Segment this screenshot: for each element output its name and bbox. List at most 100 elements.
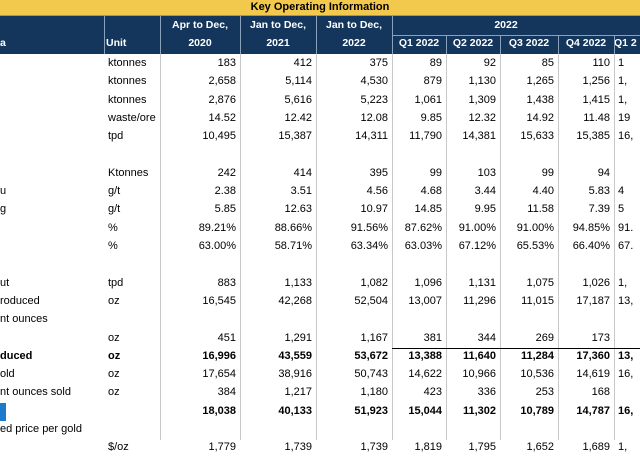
cell-value: 5,616 [284, 93, 312, 106]
cell-value: 99 [541, 166, 554, 179]
cell-value: 63.03% [404, 240, 442, 252]
row-unit: oz [108, 386, 120, 399]
cell-value: 344 [477, 331, 496, 344]
cell-value: 4.40 [532, 185, 554, 198]
row-unit: $/oz [108, 441, 129, 454]
cell-value: 1,819 [414, 441, 442, 454]
cell-value: 412 [293, 57, 312, 69]
cell-value: 2,658 [208, 75, 236, 88]
cell-value: 1,739 [360, 441, 388, 454]
cell-value: 269 [535, 331, 554, 344]
table-title: Key Operating Information [250, 1, 390, 13]
row-unit: Ktonnes [108, 166, 149, 179]
cell-value: 1,217 [284, 386, 312, 399]
cell-value: 87.62% [404, 221, 442, 234]
cell-value: 63.34% [350, 240, 388, 252]
table-row: g g/t 5.85 12.63 10.97 14.85 9.95 11.58 7.39 5 [0, 201, 640, 219]
cell-value: 173 [591, 331, 610, 344]
row-unit: tpd [108, 276, 124, 289]
cell-value: 242 [217, 166, 236, 179]
cell-value: 94.85% [572, 221, 610, 234]
cell-value: 451 [217, 331, 236, 344]
cell-value: 16, [618, 130, 634, 143]
cell-value: 91.56% [350, 221, 388, 234]
cell-value: 1,130 [468, 75, 496, 88]
header-period1-line1: Apr to Dec, [171, 19, 228, 31]
cell-value: 414 [293, 166, 312, 179]
cell-value: 11.58 [527, 203, 554, 216]
cell-value: 11,284 [520, 349, 554, 362]
cell-value: 14.52 [208, 111, 236, 124]
cell-value: 16, [618, 404, 634, 417]
cell-value: 1,309 [468, 93, 496, 106]
cell-value: 1, [618, 276, 628, 289]
cell-value: 15,385 [576, 130, 610, 143]
table-row: ktonnes 2,876 5,616 5,223 1,061 1,309 1,438 1,4… [0, 92, 640, 110]
cell-value: 15,387 [278, 130, 312, 143]
cell-value: 5.83 [588, 185, 610, 198]
cell-value: 65.53% [516, 240, 554, 252]
cell-value: 423 [423, 386, 442, 399]
cell-value: 1,082 [360, 276, 388, 289]
header-period2-line1: Jan to Dec, [249, 19, 307, 31]
cell-value: 12.42 [284, 111, 312, 124]
cell-value: 63.00% [198, 240, 236, 252]
cell-value: 91.00% [516, 221, 554, 234]
cell-value: 42,268 [278, 294, 312, 307]
cell-value: 16,996 [202, 349, 236, 362]
row-unit: g/t [108, 185, 121, 198]
cell-value: 1,739 [284, 441, 312, 454]
cell-value: 53,672 [354, 349, 388, 362]
cell-value: 94 [597, 166, 610, 179]
cell-value: 1,131 [468, 276, 496, 289]
cell-value: 13, [618, 294, 634, 307]
row-label: ed price per gold [0, 423, 82, 435]
cell-value: 14,622 [408, 368, 442, 381]
cell-value: 9.85 [420, 111, 442, 124]
cell-value: 1,795 [468, 441, 496, 454]
row-unit: ktonnes [108, 57, 147, 69]
table-row: ed price per gold [0, 421, 640, 439]
row-label: roduced [0, 294, 40, 307]
cell-value: 5,114 [285, 75, 312, 88]
cell-value: 14,311 [355, 130, 388, 143]
cell-value: 67.12% [458, 240, 496, 252]
cell-value: 1,180 [360, 386, 388, 399]
cell-value: 51,923 [354, 404, 388, 417]
table-row: waste/ore 14.52 12.42 12.08 9.85 12.32 14.92 11… [0, 110, 640, 128]
cell-value: 168 [591, 386, 610, 399]
row-unit: g/t [108, 203, 121, 216]
cell-value: 99 [429, 166, 442, 179]
table-row: duced oz 16,996 43,559 53,672 13,388 11,640 11,… [0, 348, 640, 366]
table-row: 18,038 40,133 51,923 15,044 11,302 10,789 14,7… [0, 402, 640, 421]
row-unit: waste/ore [108, 111, 156, 124]
cell-value: 11,302 [462, 404, 496, 417]
cell-value: 1,291 [284, 331, 312, 344]
cell-value: 4,530 [360, 75, 388, 88]
cell-value: 13,007 [408, 294, 442, 307]
table-row: ktonnes 183 412 375 89 92 85 110 1 [0, 55, 640, 73]
cell-value: 14.92 [526, 111, 554, 124]
table-row: % 89.21% 88.66% 91.56% 87.62% 91.00% 91.00% 94.… [0, 220, 640, 238]
cell-value: 384 [217, 386, 236, 399]
header-metric-label: a [0, 37, 6, 49]
cell-value: 17,187 [576, 294, 610, 307]
cell-value: 12.32 [468, 111, 496, 124]
cell-value: 1,133 [284, 276, 312, 289]
cell-value: 11,790 [409, 130, 442, 143]
cell-value: 52,504 [354, 294, 388, 307]
cell-value: 336 [477, 386, 496, 399]
cell-value: 1,652 [526, 441, 554, 454]
header-period1-line2: 2020 [188, 37, 212, 49]
cell-value: 183 [217, 57, 236, 69]
row-label: g [0, 203, 7, 216]
cell-value: 395 [369, 166, 388, 179]
table-row: ktonnes 2,658 5,114 4,530 879 1,130 1,265 1,256… [0, 73, 640, 91]
cell-value: 58.71% [274, 240, 312, 252]
cell-value: 17,654 [202, 368, 236, 381]
cell-value: 10.97 [360, 203, 388, 216]
cell-value: 14,787 [576, 404, 610, 417]
cell-value: 11,296 [463, 294, 496, 307]
cell-value: 13,388 [408, 349, 442, 362]
row-label: duced [0, 349, 33, 362]
